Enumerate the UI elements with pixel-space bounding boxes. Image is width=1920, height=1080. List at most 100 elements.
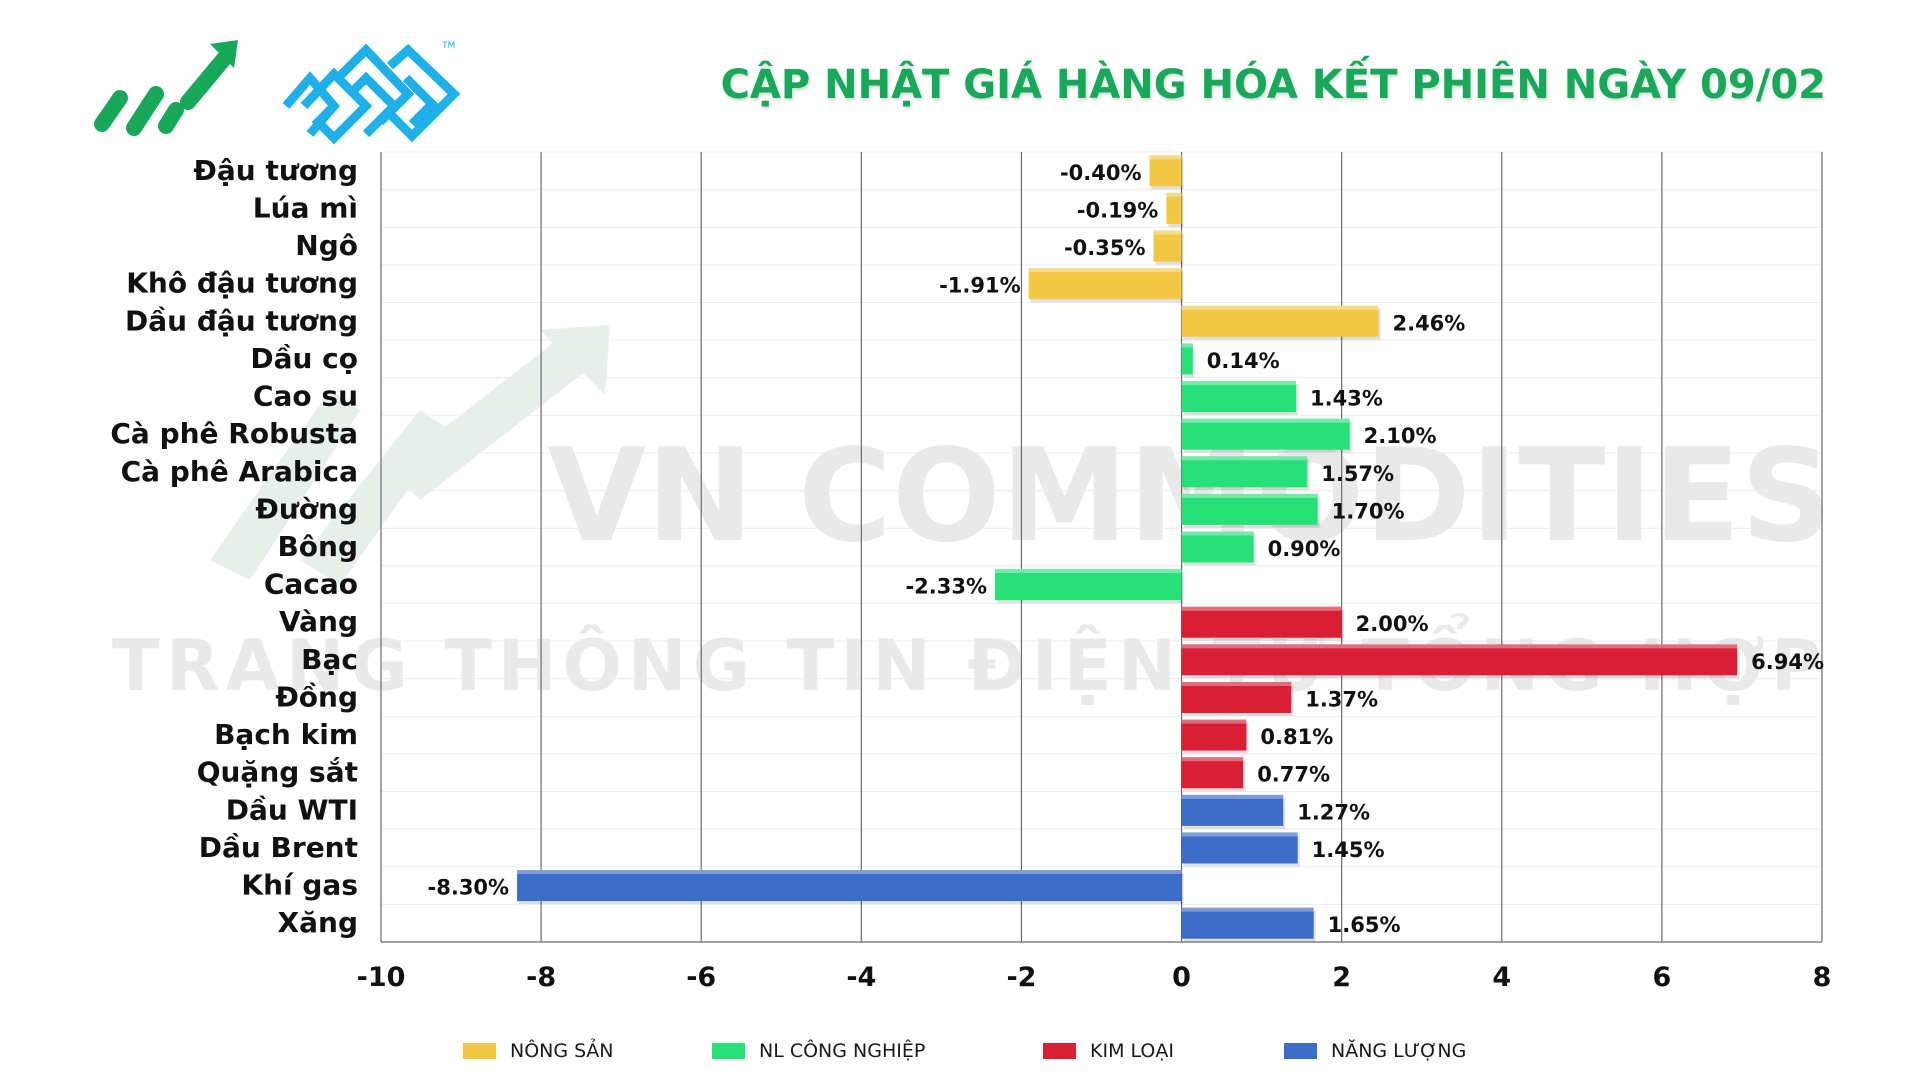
category-label: Dầu Brent bbox=[199, 831, 358, 864]
x-tick-label: -2 bbox=[1006, 962, 1036, 993]
legend-swatch bbox=[712, 1043, 745, 1059]
legend-swatch bbox=[1284, 1043, 1317, 1059]
category-label: Ngô bbox=[295, 229, 358, 262]
x-tick-label: 8 bbox=[1813, 962, 1832, 993]
bar-8 bbox=[1181, 418, 1350, 450]
value-label: 1.65% bbox=[1328, 913, 1401, 937]
value-label: 1.45% bbox=[1312, 838, 1385, 862]
category-label: Quặng sắt bbox=[197, 756, 358, 789]
category-label: Lúa mì bbox=[253, 191, 358, 224]
value-label: -0.19% bbox=[1077, 198, 1159, 222]
bar-highlight bbox=[1181, 381, 1297, 386]
bar-17 bbox=[1181, 757, 1244, 789]
legend: NÔNG SẢN NL CÔNG NGHIỆP KIM LOẠI NĂNG LƯ… bbox=[0, 1040, 1920, 1070]
x-tick-label: -6 bbox=[686, 962, 716, 993]
x-tick-label: 6 bbox=[1652, 962, 1671, 993]
legend-item-nl-cong-nghiep: NL CÔNG NGHIỆP bbox=[712, 1040, 925, 1062]
bar-15 bbox=[1181, 681, 1292, 713]
bar-highlight bbox=[1181, 418, 1350, 423]
bar-highlight bbox=[1181, 531, 1254, 536]
category-label: Xăng bbox=[278, 906, 358, 939]
bar-6 bbox=[1181, 343, 1193, 375]
legend-item-nang-luong: NĂNG LƯỢNG bbox=[1284, 1040, 1466, 1062]
value-label: 0.90% bbox=[1268, 537, 1341, 561]
category-label: Dầu WTI bbox=[226, 793, 358, 826]
legend-swatch bbox=[1043, 1043, 1076, 1059]
bar-highlight bbox=[1149, 155, 1182, 160]
bar-16 bbox=[1181, 719, 1247, 751]
value-label: 2.00% bbox=[1356, 612, 1429, 636]
growth-arrow-icon bbox=[94, 40, 238, 136]
bar-highlight bbox=[1181, 832, 1298, 837]
category-label: Bạch kim bbox=[214, 718, 358, 751]
value-label: 1.70% bbox=[1332, 499, 1405, 523]
value-label: 6.94% bbox=[1751, 650, 1824, 674]
value-label: 0.77% bbox=[1257, 763, 1330, 787]
x-axis-ticks: -10 -8 -6 -4 -2 0 2 4 6 8 bbox=[357, 962, 1832, 993]
bar-4 bbox=[1028, 268, 1182, 300]
bar-2 bbox=[1166, 192, 1182, 224]
bar-highlight bbox=[1181, 757, 1244, 762]
category-label: Dầu đậu tương bbox=[125, 304, 358, 337]
bar-highlight bbox=[1181, 794, 1284, 799]
category-label: Khô đậu tương bbox=[126, 267, 358, 300]
bar-highlight bbox=[1181, 493, 1318, 498]
gridlines bbox=[380, 151, 1823, 943]
value-label: -0.40% bbox=[1060, 161, 1142, 185]
bar-14 bbox=[1181, 644, 1738, 676]
bar-chart: VN COMMODITIES TRANG THÔNG TIN ĐIỆN TỬ T… bbox=[110, 151, 1833, 993]
bar-highlight bbox=[1181, 719, 1247, 724]
value-label: 1.37% bbox=[1305, 687, 1378, 711]
category-label: Bạc bbox=[301, 643, 358, 676]
bar-9 bbox=[1181, 456, 1308, 488]
value-label: 0.81% bbox=[1260, 725, 1333, 749]
value-label: -1.91% bbox=[939, 274, 1021, 298]
bar-highlight bbox=[995, 569, 1182, 574]
value-label: 2.46% bbox=[1392, 311, 1465, 335]
bar-3 bbox=[1153, 230, 1182, 262]
bar-13 bbox=[1181, 606, 1342, 638]
bar-20 bbox=[517, 870, 1182, 902]
category-label: Cà phê Arabica bbox=[121, 455, 358, 488]
x-tick-label: 0 bbox=[1172, 962, 1191, 993]
legend-label: NĂNG LƯỢNG bbox=[1331, 1040, 1467, 1062]
svg-text:TM: TM bbox=[441, 41, 455, 51]
x-tick-label: -8 bbox=[526, 962, 556, 993]
value-labels: -0.40% -0.19% -0.35% -1.91% 2.46% 0.14% 1.43% 2… bbox=[428, 161, 1824, 937]
bar-19 bbox=[1181, 832, 1298, 864]
bar-highlight bbox=[1166, 192, 1182, 197]
legend-item-nong-san: NÔNG SẢN bbox=[463, 1040, 613, 1062]
value-label: 0.14% bbox=[1207, 349, 1280, 373]
category-label: Cacao bbox=[264, 568, 358, 601]
x-tick-label: 2 bbox=[1332, 962, 1351, 993]
category-label: Vàng bbox=[279, 605, 358, 638]
bar-highlight bbox=[1028, 268, 1182, 273]
bar-18 bbox=[1181, 794, 1284, 826]
bar-21 bbox=[1181, 907, 1314, 939]
x-tick-label: -4 bbox=[846, 962, 876, 993]
category-label: Đường bbox=[255, 492, 358, 525]
bar-highlight bbox=[1181, 456, 1308, 461]
bar-10 bbox=[1181, 493, 1318, 525]
bar-highlight bbox=[1181, 305, 1379, 310]
value-label: 1.57% bbox=[1321, 462, 1394, 486]
bar-1 bbox=[1149, 155, 1182, 187]
category-label: Cao su bbox=[253, 380, 358, 413]
legend-label: NL CÔNG NGHIỆP bbox=[759, 1040, 926, 1062]
bars bbox=[517, 155, 1740, 942]
value-label: -2.33% bbox=[905, 575, 987, 599]
category-labels: Đậu tương Lúa mì Ngô Khô đậu tương Dầu đậu t… bbox=[110, 154, 358, 939]
vn-commodities-logo: TM bbox=[90, 36, 470, 150]
bar-highlight bbox=[1181, 606, 1342, 611]
legend-label: NÔNG SẢN bbox=[510, 1040, 614, 1062]
value-label: -0.35% bbox=[1064, 236, 1146, 260]
bar-highlight bbox=[1153, 230, 1182, 235]
bar-highlight bbox=[1181, 907, 1314, 912]
value-label: -8.30% bbox=[428, 876, 510, 900]
diamond-maze-icon bbox=[282, 43, 461, 145]
x-tick-label: 4 bbox=[1492, 962, 1511, 993]
bar-5 bbox=[1181, 305, 1379, 337]
bar-7 bbox=[1181, 381, 1297, 413]
category-label: Đậu tương bbox=[193, 154, 358, 187]
